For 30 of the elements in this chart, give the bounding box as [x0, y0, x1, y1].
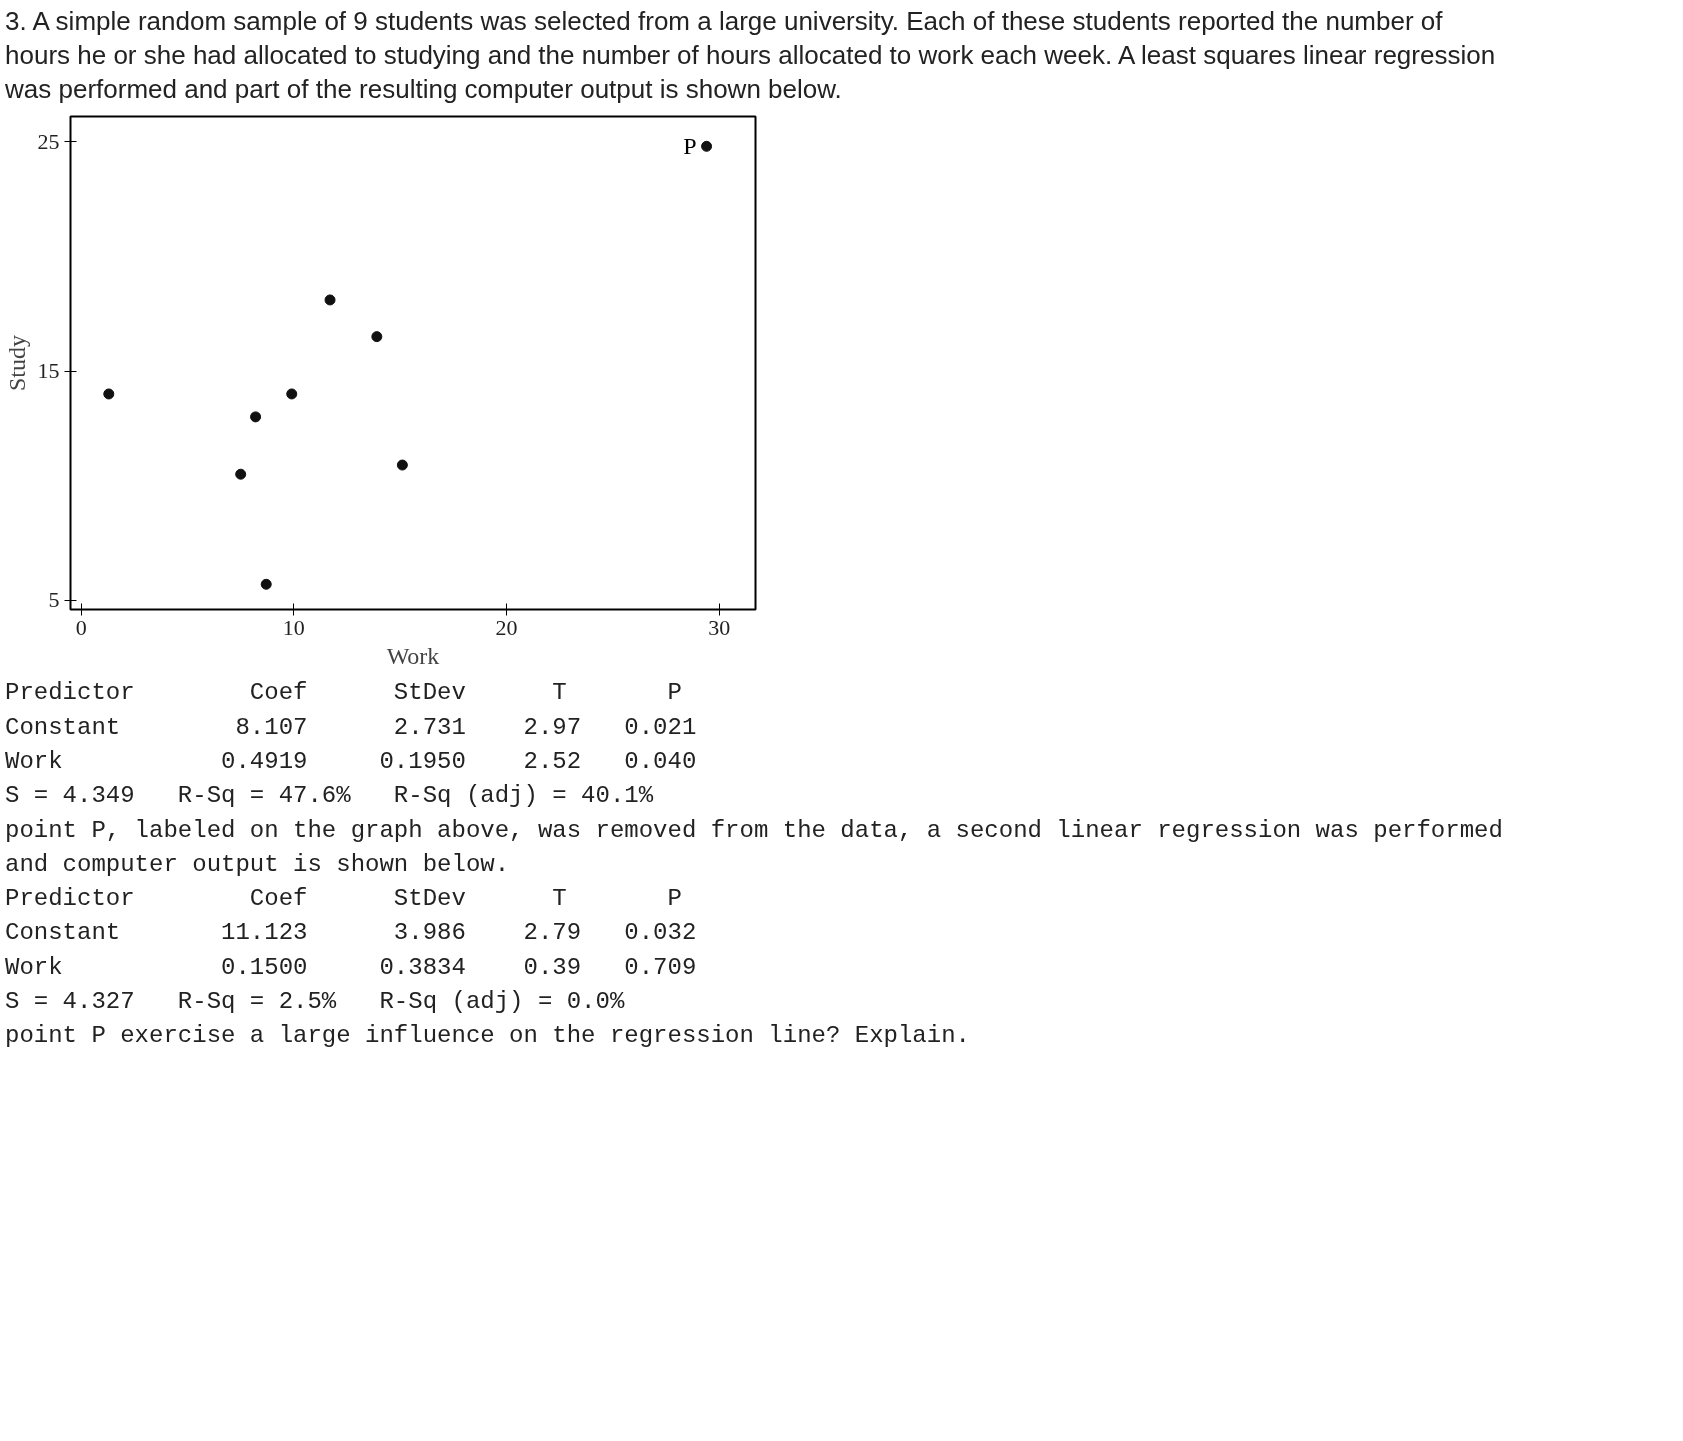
y-tick-label: 25 [37, 129, 60, 155]
annotation: P [683, 133, 697, 160]
text: Constant 8.107 2.731 2.97 0.021 [5, 712, 698, 743]
x-tick-label: 0 [75, 614, 87, 640]
x-axis-title: Work [386, 642, 440, 669]
text: S = 4.349 R-Sq = 47.6% R-Sq (adj) = 40.1% [5, 781, 655, 812]
point [701, 141, 713, 153]
text: Predictor Coef StDev T P [5, 884, 683, 915]
point [396, 459, 408, 471]
point [250, 411, 262, 423]
point [371, 331, 383, 343]
point [286, 388, 298, 400]
x-tick-label: 20 [495, 614, 518, 640]
text: Work 0.4919 0.1950 2.52 0.040 [5, 746, 698, 777]
y-axis-title: Study [3, 335, 30, 392]
text: Work 0.1500 0.3834 0.39 0.709 [5, 952, 698, 983]
text: point P, labeled on the graph above, was removed from the data, a second linear regression was performed and computer output is shown below. [5, 815, 1504, 880]
text: point P exercise a large influence on the regression line? Explain. [5, 1021, 971, 1052]
point [235, 469, 247, 481]
y-tick-label: 5 [48, 587, 60, 613]
point [324, 294, 336, 306]
point [103, 388, 115, 400]
text: Constant 11.123 3.986 2.79 0.032 [5, 918, 698, 949]
text: S = 4.327 R-Sq = 2.5% R-Sq (adj) = 0.0% [5, 986, 626, 1017]
x-tick-label: 30 [708, 614, 731, 640]
chart-title: 3. A simple random sample of 9 students was selected from a large university. Each of these students reported the number of hours he or she had allocated to studying and the number of hours allocated to work each week. A least squares linear regression was performed and part of the resulting computer output is shown below. [5, 5, 1497, 106]
point [260, 579, 272, 591]
x-tick-label: 10 [282, 614, 305, 640]
y-tick-label: 15 [37, 358, 60, 384]
text: Predictor Coef StDev T P [5, 678, 683, 709]
